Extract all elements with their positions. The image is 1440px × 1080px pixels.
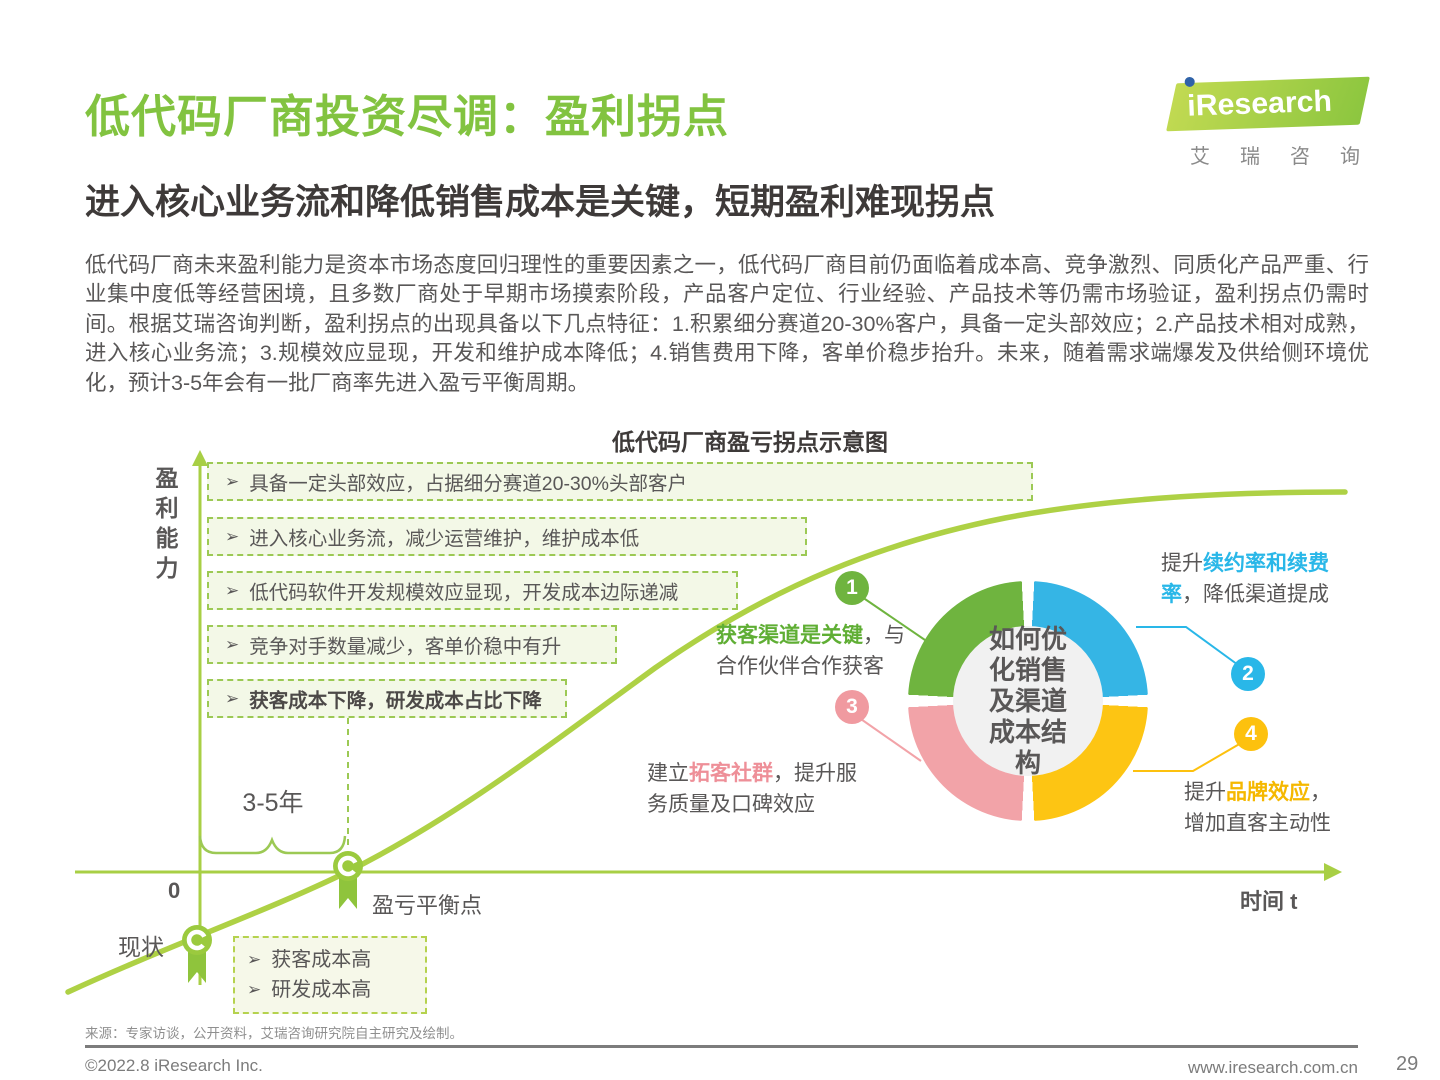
arrow-bullet-icon: ➢ (225, 634, 240, 654)
current-state-label: 现状 (118, 934, 164, 960)
callout-2-prefix: 提升 (1161, 552, 1203, 575)
donut-center-text: 如何优化销售及渠道成本结构 (988, 623, 1067, 778)
factor-box-2: ➢ 进入核心业务流，减少运营维护，维护成本低 (207, 517, 807, 556)
factor-box-1: ➢ 具备一定头部效应，占据细分赛道20-30%头部客户 (207, 462, 1033, 501)
callout-2-suffix: ，降低渠道提成 (1182, 583, 1329, 606)
badge-4: 4 (1234, 717, 1268, 751)
factor-box-3-text: 低代码软件开发规模效应显现，开发成本边际递减 (249, 582, 679, 604)
origin-label: 0 (168, 878, 181, 903)
badge-2-number: 2 (1242, 662, 1254, 685)
issue-2-text: 研发成本高 (271, 979, 372, 1001)
source-note: 来源：专家访谈，公开资料，艾瑞咨询研究院自主研究及绘制。 (85, 1026, 463, 1041)
x-axis-arrow-icon (1324, 863, 1342, 881)
callout-label-acquisition: 获客渠道是关键，与合作伙伴合作获客 (716, 620, 922, 682)
connector-4 (1133, 738, 1249, 772)
arrow-bullet-icon: ➢ (225, 688, 240, 708)
page-title: 低代码厂商投资尽调：盈利拐点 (85, 91, 730, 142)
chart-title: 低代码厂商盈亏拐点示意图 (612, 429, 888, 455)
arrow-bullet-icon: ➢ (247, 980, 262, 999)
issue-1-text: 获客成本高 (271, 949, 372, 971)
callout-label-community: 建立拓客社群，提升服务质量及口碑效应 (647, 758, 867, 820)
callout-1-highlight: 获客渠道是关键 (716, 624, 863, 647)
callout-label-renewal: 提升续约率和续费率，降低渠道提成 (1161, 548, 1337, 610)
footer-website: www.iresearch.com.cn (1187, 1058, 1358, 1077)
callout-3-suffix: ，提升服务质量及口碑效应 (647, 762, 857, 816)
donut-center: 如何优化销售及渠道成本结构 (953, 623, 1103, 778)
badge-2: 2 (1231, 657, 1265, 691)
callout-1-suffix: ，与合作伙伴合作获客 (716, 624, 905, 678)
breakeven-marker-icon (333, 851, 363, 909)
profit-curve (65, 489, 1348, 995)
connector-1 (861, 596, 926, 641)
badge-4-number: 4 (1245, 722, 1257, 745)
current-issues-box: ➢ 获客成本高 ➢ 研发成本高 (233, 936, 427, 1014)
badge-3-number: 3 (846, 695, 858, 718)
y-axis-arrow-icon (192, 450, 208, 466)
factor-box-2-text: 进入核心业务流，减少运营维护，维护成本低 (249, 528, 640, 550)
x-axis-label: 时间 t (1240, 889, 1298, 914)
issue-item: ➢ 获客成本高 (247, 945, 413, 975)
callout-4-highlight: 品牌效应 (1226, 781, 1310, 804)
arrow-bullet-icon: ➢ (225, 471, 240, 491)
connector-2 (1136, 626, 1246, 671)
logo-chinese-name: 艾瑞咨询 (1190, 146, 1390, 168)
factor-box-4-text: 竞争对手数量减少，客单价稳中有升 (249, 636, 562, 658)
issue-item: ➢ 研发成本高 (247, 975, 413, 1005)
badge-1: 1 (835, 571, 869, 605)
duration-brace (198, 835, 347, 855)
body-paragraph: 低代码厂商未来盈利能力是资本市场态度回归理性的重要因素之一，低代码厂商目前仍面临… (85, 253, 1369, 395)
breakeven-label: 盈亏平衡点 (372, 893, 483, 918)
current-state-marker-icon (182, 925, 212, 983)
sales-channel-donut-chart: 如何优化销售及渠道成本结构 (908, 581, 1148, 821)
arrow-bullet-icon: ➢ (225, 580, 240, 600)
factor-box-3: ➢ 低代码软件开发规模效应显现，开发成本边际递减 (207, 571, 738, 610)
badge-3: 3 (835, 690, 869, 724)
factor-box-5: ➢ 获客成本下降，研发成本占比下降 (207, 679, 567, 718)
page-subtitle: 进入核心业务流和降低销售成本是关键，短期盈利难现拐点 (85, 183, 996, 222)
footer-copyright: ©2022.8 iResearch Inc. (85, 1056, 263, 1075)
footer-divider (85, 1045, 1358, 1048)
arrow-bullet-icon: ➢ (225, 526, 240, 546)
callout-4-suffix: ，增加直客主动性 (1184, 781, 1331, 835)
callout-3-prefix: 建立 (647, 762, 689, 785)
callout-label-brand: 提升品牌效应，增加直客主动性 (1184, 777, 1344, 839)
callout-2-highlight: 续约率和续费率 (1161, 552, 1329, 606)
duration-label: 3-5年 (242, 789, 304, 817)
y-axis-label: 盈利能力 (152, 466, 178, 586)
factor-box-4: ➢ 竞争对手数量减少，客单价稳中有升 (207, 625, 617, 664)
factor-box-5-text: 获客成本下降，研发成本占比下降 (249, 690, 542, 712)
callout-4-prefix: 提升 (1184, 781, 1226, 804)
badge-1-number: 1 (846, 576, 858, 599)
connector-3 (857, 716, 922, 762)
callout-3-highlight: 拓客社群 (689, 762, 773, 785)
page-number: 29 (1396, 1053, 1419, 1075)
factor-box-1-text: 具备一定头部效应，占据细分赛道20-30%头部客户 (249, 473, 687, 495)
arrow-bullet-icon: ➢ (247, 950, 262, 969)
